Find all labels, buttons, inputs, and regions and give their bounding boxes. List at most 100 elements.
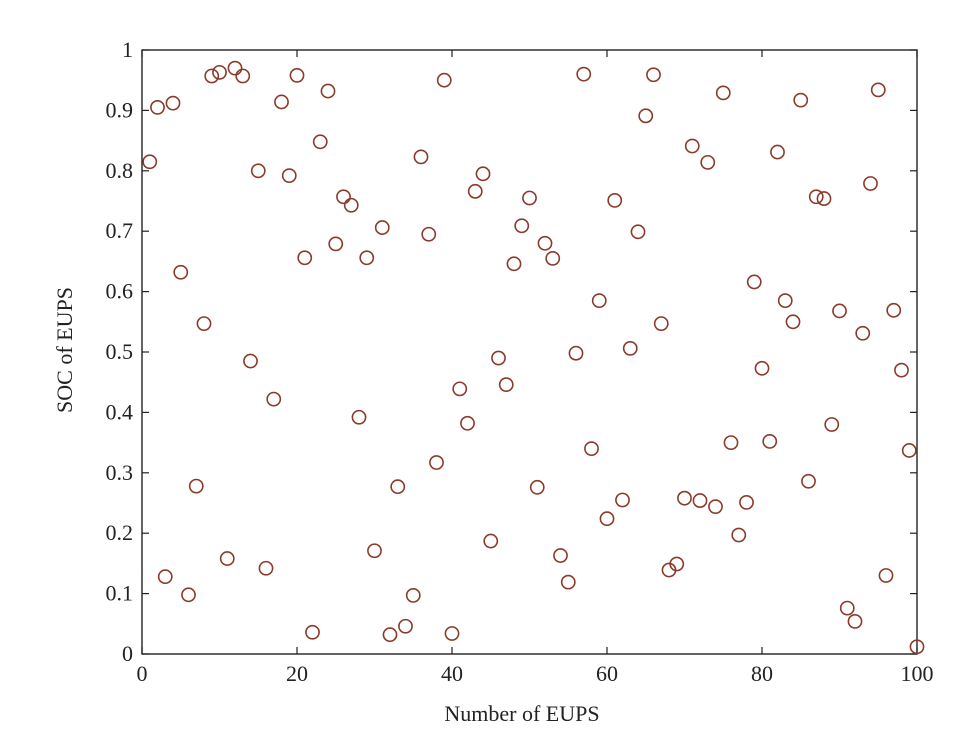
y-tick-label: 1 xyxy=(122,37,133,62)
axis-ticks xyxy=(141,49,918,655)
x-tick-label: 0 xyxy=(137,661,148,686)
data-point xyxy=(196,316,212,332)
data-point xyxy=(367,543,382,559)
data-point xyxy=(336,189,351,205)
data-point xyxy=(591,293,607,309)
data-point xyxy=(715,85,731,101)
data-point xyxy=(886,302,902,318)
data-point xyxy=(289,67,305,83)
data-point xyxy=(297,250,313,266)
data-point xyxy=(584,441,599,457)
y-tick-label: 0 xyxy=(122,641,133,666)
y-tick-label: 0.2 xyxy=(106,520,134,545)
data-point xyxy=(723,435,739,450)
data-point xyxy=(669,556,685,572)
data-point xyxy=(684,138,700,154)
data-point xyxy=(444,626,460,641)
data-point xyxy=(374,220,390,235)
y-tick-label: 0.6 xyxy=(106,279,134,304)
y-tick-label: 0.9 xyxy=(106,97,134,122)
data-point xyxy=(832,303,847,319)
data-point xyxy=(305,624,320,640)
data-point xyxy=(467,183,483,199)
data-point xyxy=(157,569,173,585)
data-point xyxy=(878,568,894,583)
data-point xyxy=(630,224,646,240)
data-point xyxy=(808,189,824,205)
data-point xyxy=(398,618,413,634)
data-point xyxy=(870,82,886,98)
x-tick-label: 40 xyxy=(441,661,463,686)
data-point xyxy=(622,340,638,356)
data-point xyxy=(281,168,297,184)
data-point xyxy=(847,613,863,629)
data-point xyxy=(839,600,855,616)
data-point xyxy=(824,417,840,432)
data-point xyxy=(638,108,654,124)
data-point xyxy=(328,236,344,252)
data-point xyxy=(855,325,871,341)
data-point xyxy=(390,479,406,495)
data-point xyxy=(343,197,359,213)
data-point xyxy=(243,353,258,369)
y-tick-label: 0.3 xyxy=(106,460,134,485)
data-point xyxy=(599,511,615,527)
data-point xyxy=(506,256,522,272)
data-point xyxy=(452,381,468,397)
data-point xyxy=(173,264,189,280)
data-point xyxy=(498,377,514,393)
data-point xyxy=(514,218,530,234)
data-point xyxy=(909,639,925,655)
data-point xyxy=(731,527,747,543)
data-point xyxy=(615,492,630,508)
y-axis-label: SOC of EUPS xyxy=(52,287,77,413)
data-point xyxy=(227,60,243,76)
data-point xyxy=(692,493,708,508)
data-point xyxy=(188,478,204,494)
data-point xyxy=(607,192,623,208)
data-point xyxy=(553,548,568,563)
data-point xyxy=(777,293,793,309)
data-point xyxy=(576,66,592,82)
data-point xyxy=(739,494,754,510)
data-point xyxy=(204,68,220,84)
data-point xyxy=(529,479,545,495)
data-point xyxy=(700,154,716,170)
data-point xyxy=(475,166,491,182)
data-point xyxy=(901,443,917,458)
data-point xyxy=(413,149,429,165)
data-point xyxy=(250,163,266,179)
data-point xyxy=(762,433,778,449)
data-point xyxy=(793,92,809,108)
data-point xyxy=(312,134,328,150)
data-point xyxy=(754,360,770,376)
data-point xyxy=(816,191,832,206)
data-point xyxy=(801,473,816,489)
data-point xyxy=(258,560,274,576)
x-tick-label: 100 xyxy=(901,661,934,686)
y-tick-label: 0.4 xyxy=(106,399,134,424)
data-point xyxy=(266,391,282,407)
data-point xyxy=(181,587,196,603)
data-point xyxy=(405,588,421,603)
data-point xyxy=(522,190,537,206)
data-point xyxy=(320,83,336,99)
data-point xyxy=(142,154,158,170)
data-point xyxy=(212,64,227,80)
data-point xyxy=(653,316,669,332)
data-point xyxy=(677,490,692,506)
data-point xyxy=(491,350,506,366)
x-tick-label: 20 xyxy=(286,661,308,686)
data-point xyxy=(359,250,375,266)
data-point xyxy=(537,235,553,251)
data-point xyxy=(274,94,289,110)
data-point xyxy=(785,314,801,330)
data-point xyxy=(382,627,398,643)
axis-tick-labels: 0 20 40 60 80 100 0 0.1 0.2 0.3 0.4 0.5 0.6 0.7 0.8 0.9… xyxy=(106,37,934,686)
data-point xyxy=(568,345,584,361)
x-axis-label: Number of EUPS xyxy=(444,701,599,726)
plot-frame xyxy=(141,49,918,655)
y-tick-label: 0.8 xyxy=(106,158,134,183)
data-point xyxy=(219,551,235,566)
